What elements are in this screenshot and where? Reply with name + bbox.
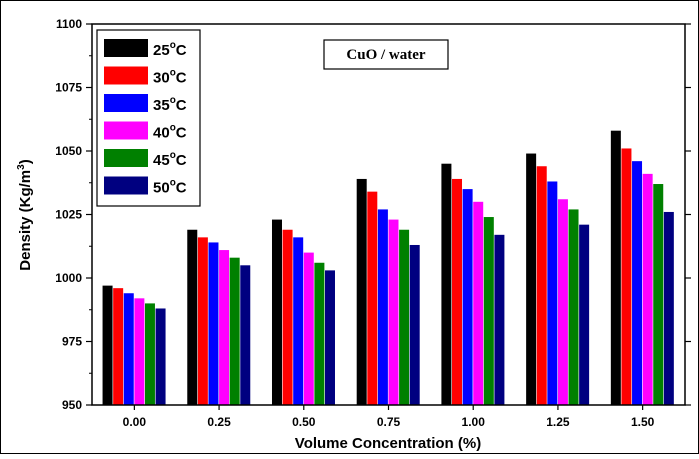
bar-40C-0.75	[388, 219, 399, 405]
bar-50C-1.00	[494, 234, 505, 405]
bar-50C-1.25	[579, 224, 590, 405]
bar-50C-0.75	[409, 244, 420, 405]
x-tick-label: 0.75	[377, 415, 401, 429]
bar-30C-1.25	[536, 166, 547, 405]
bar-40C-1.00	[473, 201, 484, 405]
x-tick-label: 0.50	[292, 415, 316, 429]
legend-label-25C: 25oC	[153, 40, 187, 59]
bar-40C-1.25	[557, 199, 568, 405]
legend-swatch-50C	[104, 176, 148, 195]
bar-30C-1.50	[621, 148, 632, 405]
bar-25C-0.75	[356, 178, 367, 405]
axes-layer: 950 975 1000 1025 1050 1075 1100 0.00 0.25 0.50 0.…	[55, 17, 691, 429]
y-tick-label: 1050	[55, 144, 82, 158]
legend-swatch-40C	[104, 121, 148, 140]
x-tick-label: 1.50	[631, 415, 655, 429]
legend-label-30C: 30oC	[153, 68, 187, 87]
bar-45C-0.00	[144, 303, 155, 405]
bar-50C-0.00	[155, 308, 166, 405]
y-tick-label: 950	[62, 398, 82, 412]
legend-label-50C: 50oC	[153, 178, 187, 197]
y-axis-title-sup: 3	[16, 164, 27, 170]
bar-25C-1.50	[610, 130, 621, 405]
bar-25C-0.50	[271, 219, 282, 405]
y-tick-label: 975	[62, 335, 82, 349]
x-tick-label: 1.00	[462, 415, 486, 429]
bar-30C-0.50	[282, 229, 293, 405]
bar-25C-1.25	[526, 153, 537, 405]
annotation-box: CuO / water	[323, 39, 449, 70]
legend: 25oC 30oC 35oC 40oC 45oC 50oC	[96, 29, 201, 207]
bar-40C-0.25	[219, 250, 230, 405]
legend-swatch-25C	[104, 39, 148, 57]
y-tick-label: 1075	[55, 81, 82, 95]
y-axis-title-main: Density (Kg/m	[17, 170, 34, 271]
bar-40C-0.00	[134, 298, 145, 405]
bar-45C-0.25	[229, 257, 240, 405]
legend-label-35C: 35oC	[153, 95, 187, 114]
bar-25C-0.25	[187, 229, 198, 405]
bar-50C-0.50	[324, 270, 335, 405]
bar-25C-0.00	[102, 285, 113, 405]
bar-35C-0.50	[293, 237, 304, 405]
bar-35C-1.00	[462, 189, 473, 405]
bar-45C-1.50	[653, 184, 664, 405]
bars-layer	[102, 130, 674, 405]
bar-35C-0.25	[208, 242, 219, 405]
y-tick-label: 1025	[55, 208, 82, 222]
bar-30C-0.75	[367, 191, 378, 405]
bar-35C-1.25	[547, 181, 558, 405]
x-tick-label: 1.25	[546, 415, 570, 429]
bar-45C-0.50	[314, 262, 325, 405]
bar-30C-0.00	[113, 288, 124, 405]
bar-40C-1.50	[642, 173, 653, 405]
x-axis-title: Volume Concentration (%)	[295, 435, 481, 452]
bar-35C-0.00	[123, 293, 134, 405]
x-tick-label: 0.25	[207, 415, 231, 429]
bar-50C-0.25	[240, 265, 251, 405]
y-axis-title-end: )	[17, 159, 34, 164]
legend-label-45C: 45oC	[153, 150, 187, 169]
bar-50C-1.50	[663, 211, 674, 405]
y-tick-label: 1100	[56, 17, 82, 31]
legend-swatch-45C	[104, 149, 148, 167]
bar-45C-1.00	[483, 217, 494, 405]
bar-40C-0.50	[303, 252, 314, 405]
bar-35C-0.75	[377, 209, 388, 405]
annotation-text: CuO / water	[346, 47, 425, 63]
bar-45C-1.25	[568, 209, 579, 405]
y-axis-title: Density (Kg/m3)	[16, 159, 34, 270]
legend-label-40C: 40oC	[153, 123, 187, 142]
y-tick-label: 1000	[55, 271, 82, 285]
x-tick-label: 0.00	[123, 415, 147, 429]
legend-swatch-30C	[104, 66, 148, 85]
bar-30C-0.25	[197, 237, 208, 405]
bar-25C-1.00	[441, 163, 452, 405]
bar-30C-1.00	[452, 178, 463, 405]
bar-35C-1.50	[632, 161, 643, 405]
bar-45C-0.75	[399, 229, 410, 405]
legend-swatch-35C	[104, 94, 148, 112]
